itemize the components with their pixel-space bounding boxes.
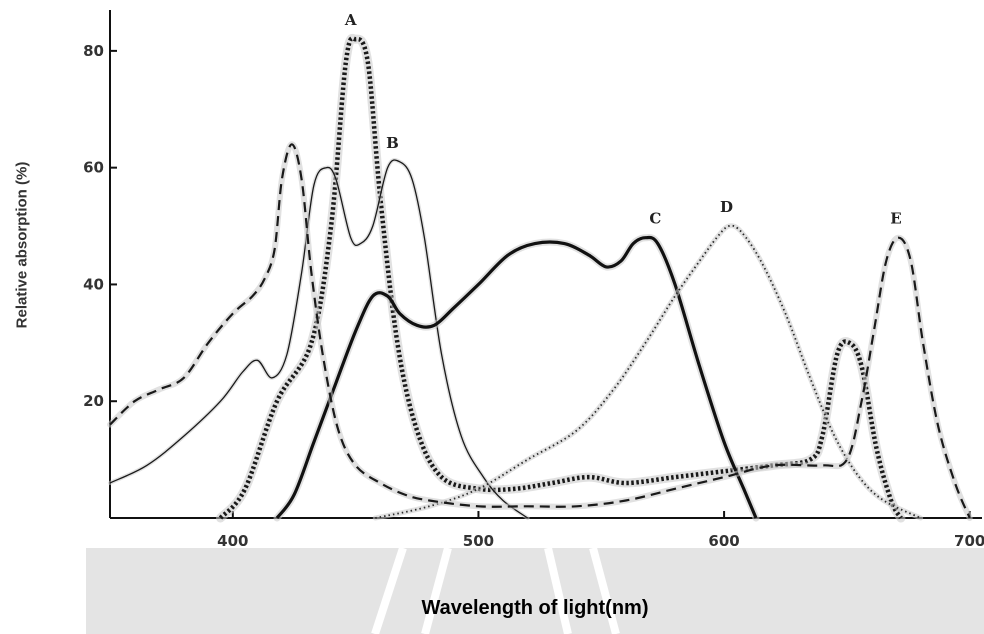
series-b-label: B xyxy=(386,134,399,152)
y-ticks: 20 40 60 80 xyxy=(83,42,117,410)
x-ticks: 400 500 600 700 xyxy=(217,511,984,550)
y-tick-label: 60 xyxy=(83,159,104,177)
series-labels: A B C D E xyxy=(344,11,902,228)
series-e-label: E xyxy=(890,210,901,228)
y-axis-title: Relative absorption (%) xyxy=(14,162,31,329)
series-d-label: D xyxy=(720,198,733,216)
x-tick-label: 700 xyxy=(954,532,984,550)
series-d-line xyxy=(375,226,920,518)
y-tick-label: 20 xyxy=(83,392,104,410)
series-e-line xyxy=(110,144,970,518)
series-a-line xyxy=(221,38,901,518)
series-c-label: C xyxy=(649,210,661,228)
y-tick-label: 80 xyxy=(83,42,104,60)
series-a-label: A xyxy=(344,11,357,29)
x-axis-title: Wavelength of light(nm) xyxy=(86,597,984,620)
x-tick-label: 500 xyxy=(463,532,494,550)
x-tick-label: 600 xyxy=(708,532,739,550)
x-tick-label: 400 xyxy=(217,532,248,550)
y-tick-label: 40 xyxy=(83,275,104,293)
series-lines xyxy=(110,38,970,518)
series-e-halo xyxy=(110,144,970,518)
series-d-halo xyxy=(375,226,920,518)
